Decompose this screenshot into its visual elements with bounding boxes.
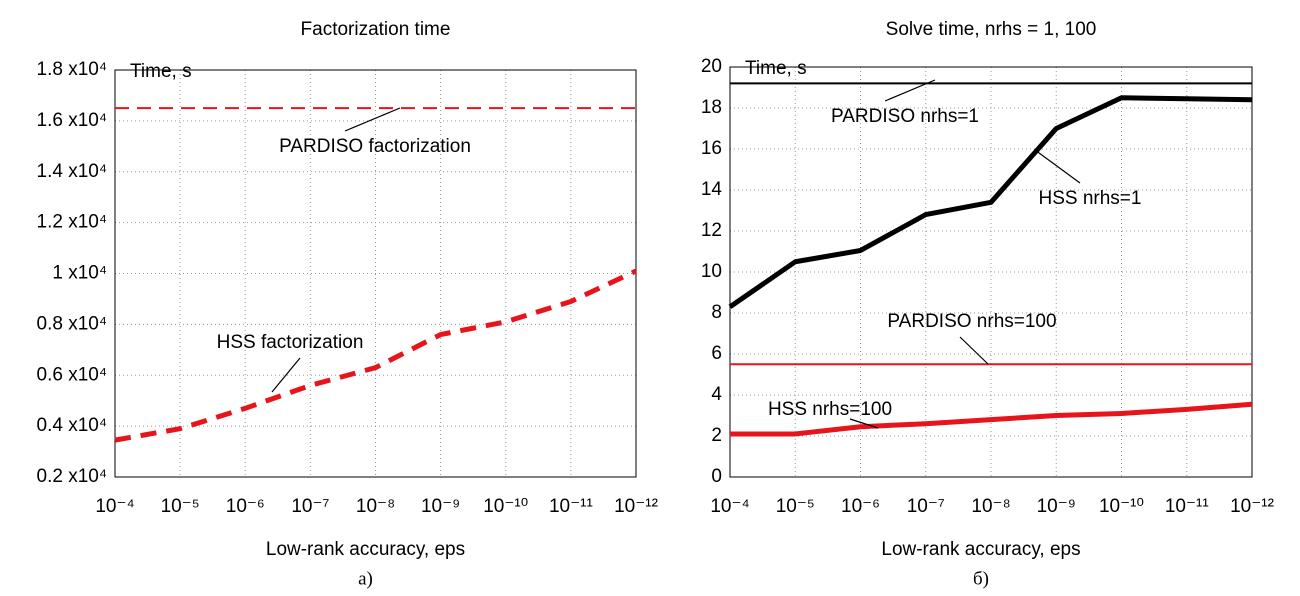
x-tick-label: 10⁻⁴ xyxy=(95,496,134,517)
y-tick-label: 1.4 x10⁴ xyxy=(37,161,108,182)
y-tick-label: 1 x10⁴ xyxy=(52,263,107,284)
x-tick-label: 10⁻⁴ xyxy=(710,496,749,517)
leader-line xyxy=(344,107,401,132)
series-line xyxy=(728,95,1253,309)
y-tick-label: 10 xyxy=(701,261,722,282)
caption: б) xyxy=(973,568,989,589)
x-tick-label: 10⁻⁶ xyxy=(226,496,265,517)
chart-title: Factorization time xyxy=(301,19,451,40)
series-line xyxy=(730,401,1253,437)
annotation: PARDISO nrhs=1 xyxy=(831,106,979,127)
x-tick-label: 10⁻¹⁰ xyxy=(1099,496,1144,517)
y-tick-label: 20 xyxy=(701,56,722,77)
caption: a) xyxy=(358,568,373,589)
x-axis-label: Low-rank accuracy, eps xyxy=(266,539,465,560)
x-tick-label: 10⁻¹⁰ xyxy=(483,496,528,517)
annotation: HSS factorization xyxy=(217,332,364,353)
y-tick-label: 1.8 x10⁴ xyxy=(37,59,108,80)
x-tick-label: 10⁻⁵ xyxy=(161,496,200,517)
chart-title: Solve time, nrhs = 1, 100 xyxy=(886,19,1097,40)
y-tick-label: 0.6 x10⁴ xyxy=(37,364,108,385)
annotation: HSS nrhs=1 xyxy=(1039,188,1142,209)
x-tick-label: 10⁻⁹ xyxy=(421,496,460,517)
x-tick-label: 10⁻¹² xyxy=(1230,496,1274,517)
x-tick-label: 10⁻⁸ xyxy=(971,496,1010,517)
leader-line xyxy=(849,418,879,429)
leader-line xyxy=(884,79,936,102)
y-tick-label: 2 xyxy=(711,425,722,446)
y-tick-label: 0.4 x10⁴ xyxy=(37,415,108,436)
leader-line xyxy=(959,336,989,365)
y-tick-label: 18 xyxy=(701,97,722,118)
annotation: PARDISO factorization xyxy=(279,136,471,157)
x-tick-label: 10⁻¹¹ xyxy=(549,496,593,517)
y-tick-label: 1.6 x10⁴ xyxy=(37,110,108,131)
x-tick-label: 10⁻¹¹ xyxy=(1165,496,1209,517)
y-axis-label: Time, s xyxy=(130,61,192,82)
y-tick-label: 8 xyxy=(711,302,722,323)
y-axis-label: Time, s xyxy=(745,58,807,79)
x-tick-label: 10⁻⁷ xyxy=(291,496,329,517)
x-tick-label: 10⁻⁵ xyxy=(776,496,815,517)
leader-line xyxy=(271,357,301,393)
series-line xyxy=(114,268,638,443)
annotation: PARDISO nrhs=100 xyxy=(887,311,1056,332)
y-tick-label: 12 xyxy=(701,220,722,241)
y-tick-label: 0.2 x10⁴ xyxy=(37,466,108,487)
annotation: HSS nrhs=100 xyxy=(768,399,892,420)
x-tick-label: 10⁻⁹ xyxy=(1037,496,1076,517)
x-axis-label: Low-rank accuracy, eps xyxy=(881,539,1080,560)
y-tick-label: 4 xyxy=(711,384,722,405)
y-tick-label: 16 xyxy=(701,138,722,159)
y-tick-label: 6 xyxy=(711,343,722,364)
y-tick-label: 1.2 x10⁴ xyxy=(37,212,108,233)
x-tick-label: 10⁻⁷ xyxy=(907,496,945,517)
x-tick-label: 10⁻⁸ xyxy=(356,496,395,517)
x-tick-label: 10⁻⁶ xyxy=(841,496,880,517)
x-tick-label: 10⁻¹² xyxy=(614,496,658,517)
leader-line xyxy=(1034,149,1081,184)
y-tick-label: 14 xyxy=(701,179,723,200)
y-tick-label: 0 xyxy=(711,466,722,487)
plot-frame xyxy=(729,66,1253,478)
y-tick-label: 0.8 x10⁴ xyxy=(37,313,108,334)
